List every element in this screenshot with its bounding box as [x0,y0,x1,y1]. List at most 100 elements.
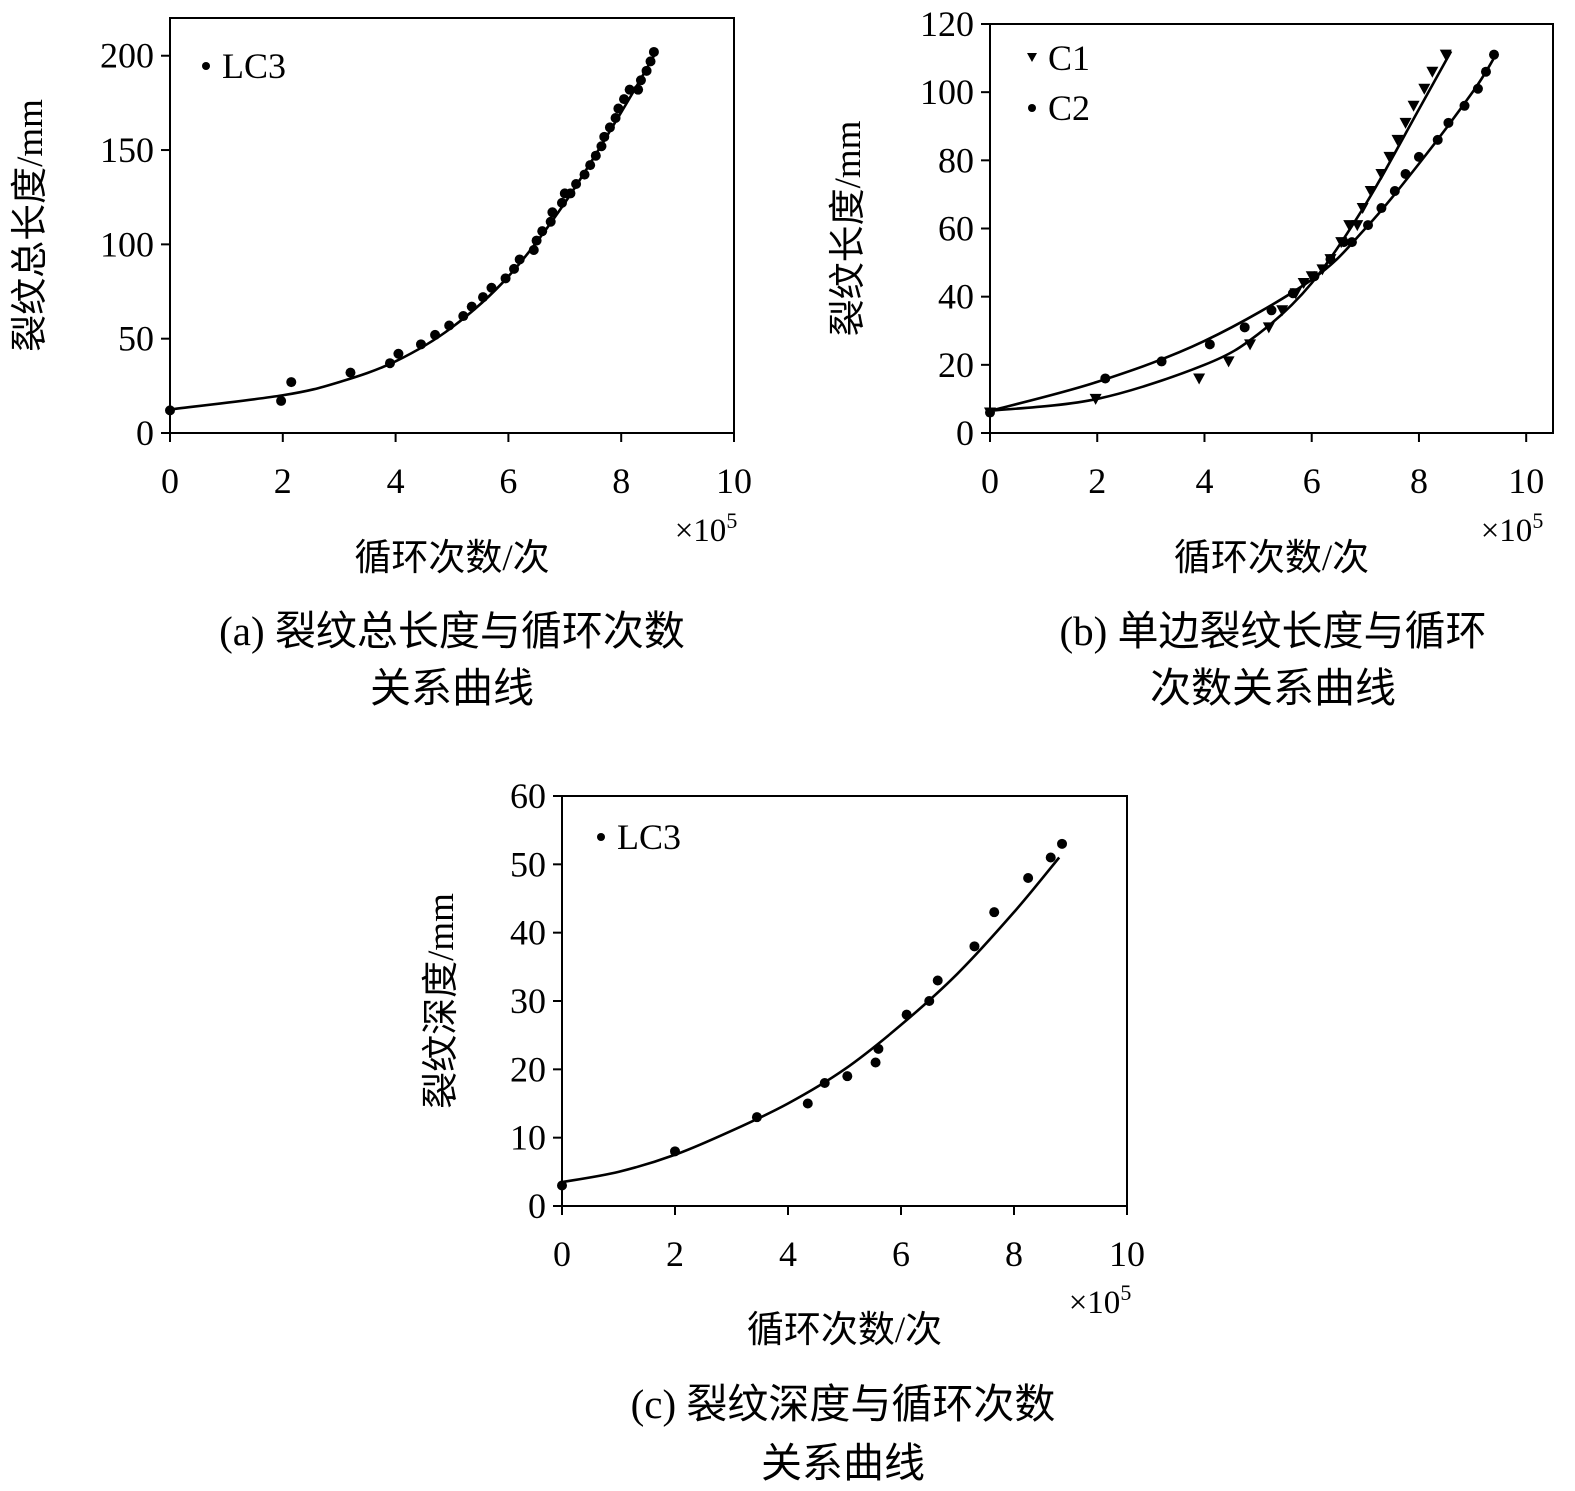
x-axis-multiplier: ×105 [675,508,738,549]
data-point-C1 [1439,49,1452,61]
data-point-C1 [1383,151,1396,163]
data-point-LC3 [901,1009,912,1020]
data-point-C1 [1375,168,1388,180]
data-point-LC3 [870,1057,881,1068]
x-tick-label: 0 [981,461,999,501]
x-tick-label: 8 [612,461,630,501]
y-tick-label: 40 [938,277,974,317]
caption-line-2: 次数关系曲线 [1150,665,1396,711]
y-tick-label: 150 [100,130,154,170]
data-point-LC3 [276,395,287,406]
data-point-LC3 [590,150,601,161]
data-point-LC3 [619,94,630,105]
plot-frame [169,17,735,434]
data-point-LC3 [165,405,175,416]
data-point-LC3 [635,75,646,86]
x-axis-title: 循环次数/次 [747,1309,942,1351]
y-tick-label: 100 [920,72,974,112]
x-tick-label: 2 [274,461,292,501]
x-tick-label: 2 [1088,461,1106,501]
data-point-C2 [1309,271,1320,282]
data-point-LC3 [842,1071,853,1082]
data-point-C1 [1426,66,1439,78]
data-point-LC3 [1023,873,1034,883]
y-tick-label: 40 [510,913,546,953]
data-point-C1 [1297,278,1310,290]
data-point-LC3 [1045,852,1056,863]
data-point-C1 [1262,322,1275,334]
data-point-LC3 [547,207,558,218]
data-point-C1 [1244,339,1257,351]
legend-marker-LC3 [202,62,210,70]
data-point-C2 [1204,339,1215,350]
data-point-LC3 [585,160,596,171]
plot-frame [561,795,1128,1207]
data-point-LC3 [444,320,455,331]
y-tick-label: 30 [510,981,546,1021]
x-tick-label: 4 [387,461,405,501]
data-point-C1 [1193,373,1206,385]
data-point-LC3 [989,907,1000,918]
y-tick-label: 60 [938,209,974,249]
data-point-LC3 [531,235,542,246]
data-point-C1 [1089,393,1102,405]
legend-label-C2: C2 [1048,88,1090,128]
x-tick-label: 4 [1195,461,1213,501]
data-point-C1 [1418,83,1431,95]
data-point-LC3 [924,996,935,1006]
data-point-LC3 [556,197,567,208]
data-point-LC3 [286,377,297,388]
caption-line-2: 关系曲线 [761,1440,925,1486]
data-point-LC3 [613,103,624,114]
y-tick-label: 50 [118,319,154,359]
y-tick-label: 120 [920,4,974,44]
data-point-C2 [1100,373,1111,384]
data-point-C1 [1316,264,1329,276]
data-point-C1 [1222,356,1235,368]
data-point-LC3 [645,56,656,67]
y-axis-title: 裂纹长度/mm [827,120,869,336]
x-axis-title: 循环次数/次 [1174,537,1369,579]
y-tick-label: 0 [956,413,974,453]
data-point-C1 [1364,186,1377,198]
data-point-LC3 [751,1112,762,1123]
data-point-LC3 [557,1180,567,1191]
data-point-LC3 [537,226,548,237]
legend-label-C1: C1 [1048,38,1090,78]
data-point-LC3 [430,329,441,340]
data-point-LC3 [1057,838,1068,849]
data-point-LC3 [610,112,621,123]
data-point-LC3 [509,263,520,274]
y-tick-label: 10 [510,1118,546,1158]
caption-line-2: 关系曲线 [370,665,534,711]
x-tick-label: 6 [499,461,517,501]
data-point-C2 [985,407,995,418]
data-point-LC3 [415,339,426,350]
data-point-LC3 [802,1098,813,1109]
x-axis-multiplier: ×105 [1481,508,1544,549]
data-point-LC3 [641,65,652,76]
y-tick-label: 80 [938,140,974,180]
data-point-LC3 [633,84,644,95]
chart-panel-c: 0 2 4 6 8 10 0 10 20 30 40 50 60 ×105 循环次数/次 裂纹深度/mm LC3… [420,776,1145,1486]
data-point-C2 [1472,83,1483,94]
chart-panel-a: 0 2 4 6 8 10050100150200×105循环次数/次裂纹总长度/mmLC3… [9,17,752,711]
legend-label-LC3: LC3 [617,817,681,857]
y-tick-label: 50 [510,844,546,884]
caption-line-1: (a) 裂纹总长度与循环次数 [219,608,685,654]
x-axis-multiplier: ×105 [1069,1280,1132,1321]
data-point-C2 [1156,356,1167,367]
data-point-C2 [1363,220,1374,231]
data-point-C2 [1432,134,1443,145]
data-point-LC3 [969,941,980,952]
data-point-LC3 [648,46,659,57]
data-point-LC3 [579,169,590,180]
data-point-LC3 [599,131,610,142]
legend-marker-LC3 [597,833,605,841]
data-point-C2 [1376,203,1387,214]
y-tick-label: 200 [100,36,154,76]
data-point-LC3 [514,254,525,265]
data-point-C2 [1266,305,1277,316]
data-point-C2 [1400,168,1411,179]
